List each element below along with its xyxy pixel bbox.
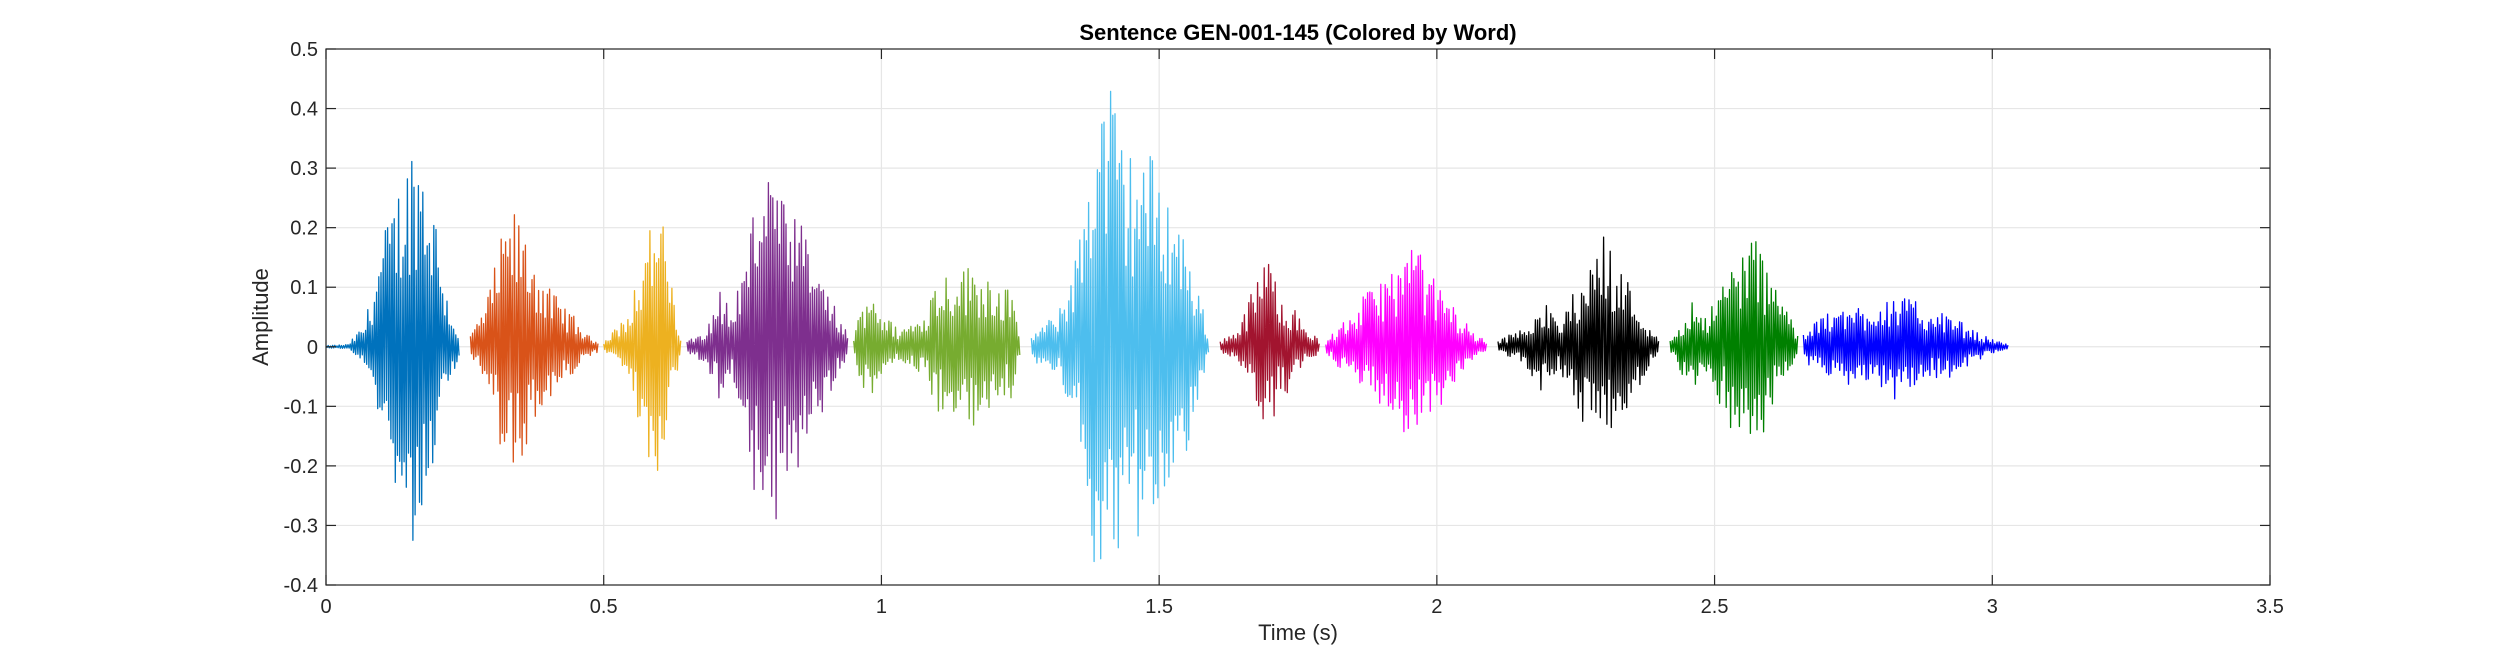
series-layer [325, 90, 2009, 563]
waveform-segment-10 [1669, 241, 1799, 435]
waveform-segment-6 [1030, 90, 1210, 563]
x-tick-label: 3.5 [2256, 596, 2284, 618]
waveform-segment-5 [853, 268, 1021, 426]
y-tick-label: 0.4 [290, 99, 318, 121]
x-tick-label: 2.5 [1701, 596, 1729, 618]
y-tick-label: 0.5 [290, 39, 318, 61]
x-tick-label: 1 [876, 596, 887, 618]
x-tick-label: 3 [1987, 596, 1998, 618]
waveform-segment-7 [1219, 263, 1320, 420]
x-tick-label: 1.5 [1145, 596, 1173, 618]
y-tick-label: 0 [307, 337, 318, 359]
y-tick-label: 0.1 [290, 277, 318, 299]
x-axis-label: Time (s) [1258, 620, 1338, 645]
waveform-segment-1 [325, 160, 460, 541]
x-tick-label: 0.5 [590, 596, 618, 618]
plot-background [326, 49, 2270, 585]
y-tick-label: -0.2 [284, 456, 318, 478]
axis-ticks: 0 0.5 1 1.5 2 2.5 3 3.5 -0.4 -0.3 -0.2 -0.1 0 0.1 0.2 0… [284, 39, 2284, 618]
waveform-segment-2 [469, 214, 599, 463]
waveform-segment-9 [1497, 236, 1660, 429]
y-axis-label: Amplitude [248, 268, 273, 366]
waveform-segment-4 [686, 182, 849, 520]
y-tick-label: 0.3 [290, 158, 318, 180]
waveform-segment-8 [1325, 249, 1488, 433]
x-tick-label: 2 [1431, 596, 1442, 618]
chart-title: Sentence GEN-001-145 (Colored by Word) [1079, 20, 1516, 45]
plot-frame [325, 48, 2271, 586]
y-tick-label: -0.1 [284, 396, 318, 418]
x-tick-label: 0 [320, 596, 331, 618]
y-tick-label: -0.4 [284, 575, 318, 597]
waveform-segment-11 [1802, 298, 2009, 400]
waveform-segment-3 [603, 226, 682, 471]
y-tick-label: 0.2 [290, 218, 318, 240]
y-tick-label: -0.3 [284, 515, 318, 537]
